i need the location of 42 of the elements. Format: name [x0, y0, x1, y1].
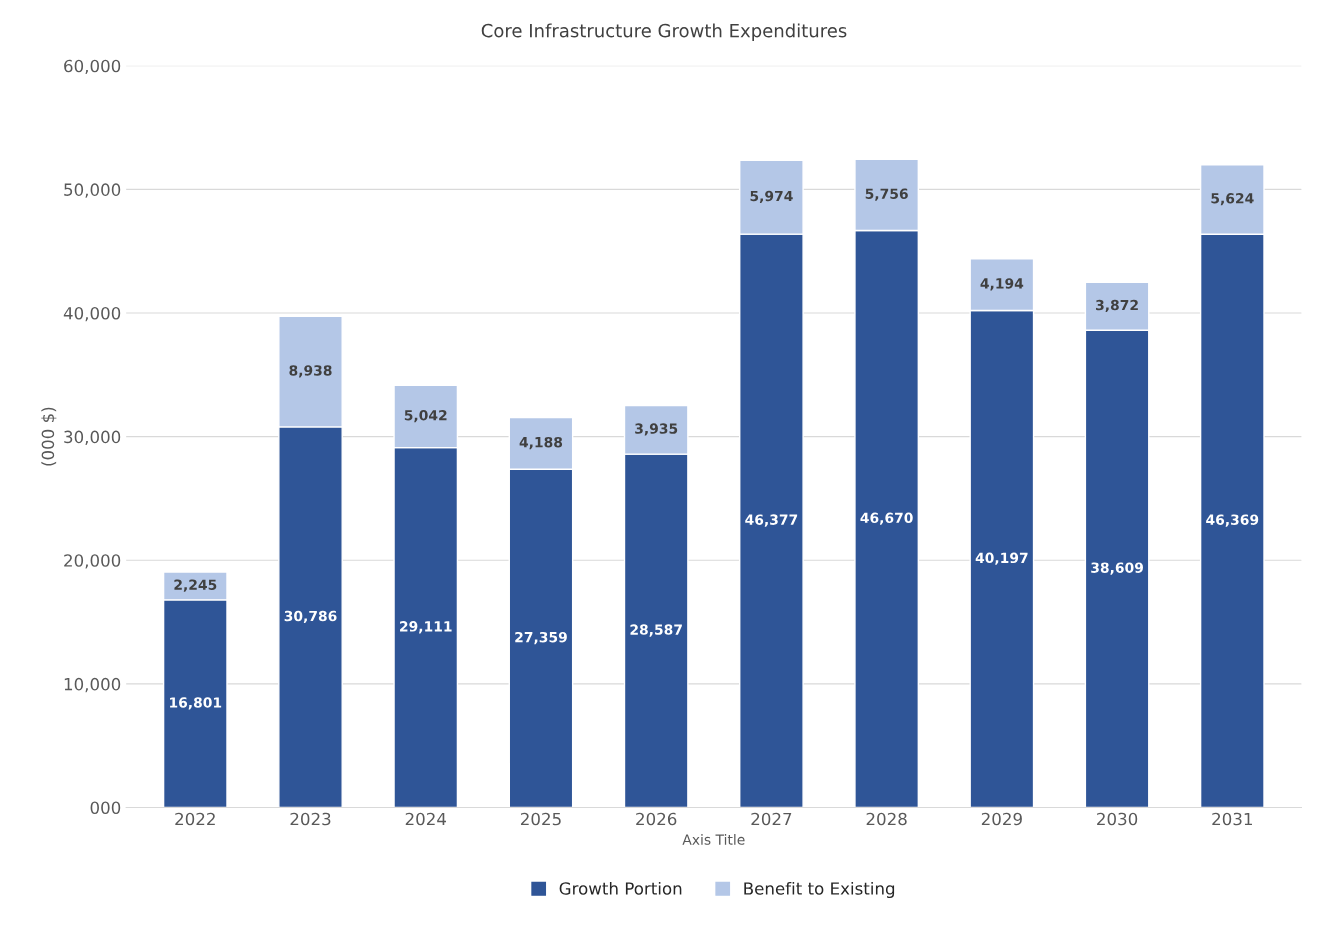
y-tick-label: 20,000	[64, 554, 121, 569]
x-tick-label: 2023	[290, 812, 331, 826]
data-label: 4,194	[980, 278, 1024, 291]
x-tick-label: 2027	[751, 812, 792, 826]
data-label: 29,111	[400, 621, 452, 634]
data-label: 5,042	[404, 409, 447, 423]
data-label: 27,359	[515, 631, 567, 645]
data-label: 40,197	[975, 552, 1028, 565]
x-tick-label: 2025	[520, 812, 561, 826]
x-tick-label: 2026	[636, 812, 677, 826]
data-label: 2,245	[174, 579, 217, 592]
x-tick-label: 2031	[1212, 812, 1252, 826]
x-tick-label: 2022	[175, 812, 215, 826]
y-tick-label: 000	[90, 801, 121, 815]
data-label: 5,974	[750, 190, 793, 204]
data-label: 5,624	[1211, 193, 1254, 206]
data-label: 28,587	[630, 624, 682, 637]
y-tick-label: 60,000	[64, 59, 121, 74]
x-tick-label: 2024	[405, 812, 447, 826]
data-label: 30,786	[284, 610, 337, 624]
data-label: 46,670	[860, 512, 913, 525]
data-label: 46,369	[1206, 514, 1259, 527]
data-label: 5,756	[865, 188, 908, 201]
x-tick-label: 2028	[866, 812, 907, 826]
data-label: 46,377	[745, 514, 798, 527]
data-label: 3,872	[1096, 299, 1138, 313]
data-label: 16,801	[170, 697, 222, 710]
legend-label: Benefit to Existing	[744, 881, 895, 899]
legend-label: Growth Portion	[559, 881, 682, 895]
x-tick-label: 2030	[1097, 812, 1138, 826]
x-axis-title: Axis Title	[682, 834, 745, 845]
data-label: 3,935	[635, 423, 678, 436]
data-label: 8,938	[289, 365, 332, 378]
chart-title: Core Infrastructure Growth Expenditures	[481, 23, 847, 41]
x-tick-label: 2029	[981, 812, 1022, 826]
data-label: 38,609	[1091, 562, 1143, 575]
y-axis-title: (000 $)	[41, 407, 57, 466]
y-tick-label: 40,000	[63, 306, 121, 322]
data-label: 4,188	[519, 436, 563, 450]
y-tick-label: 50,000	[64, 183, 121, 198]
y-tick-label: 10,000	[64, 677, 121, 693]
y-tick-label: 30,000	[64, 430, 121, 445]
